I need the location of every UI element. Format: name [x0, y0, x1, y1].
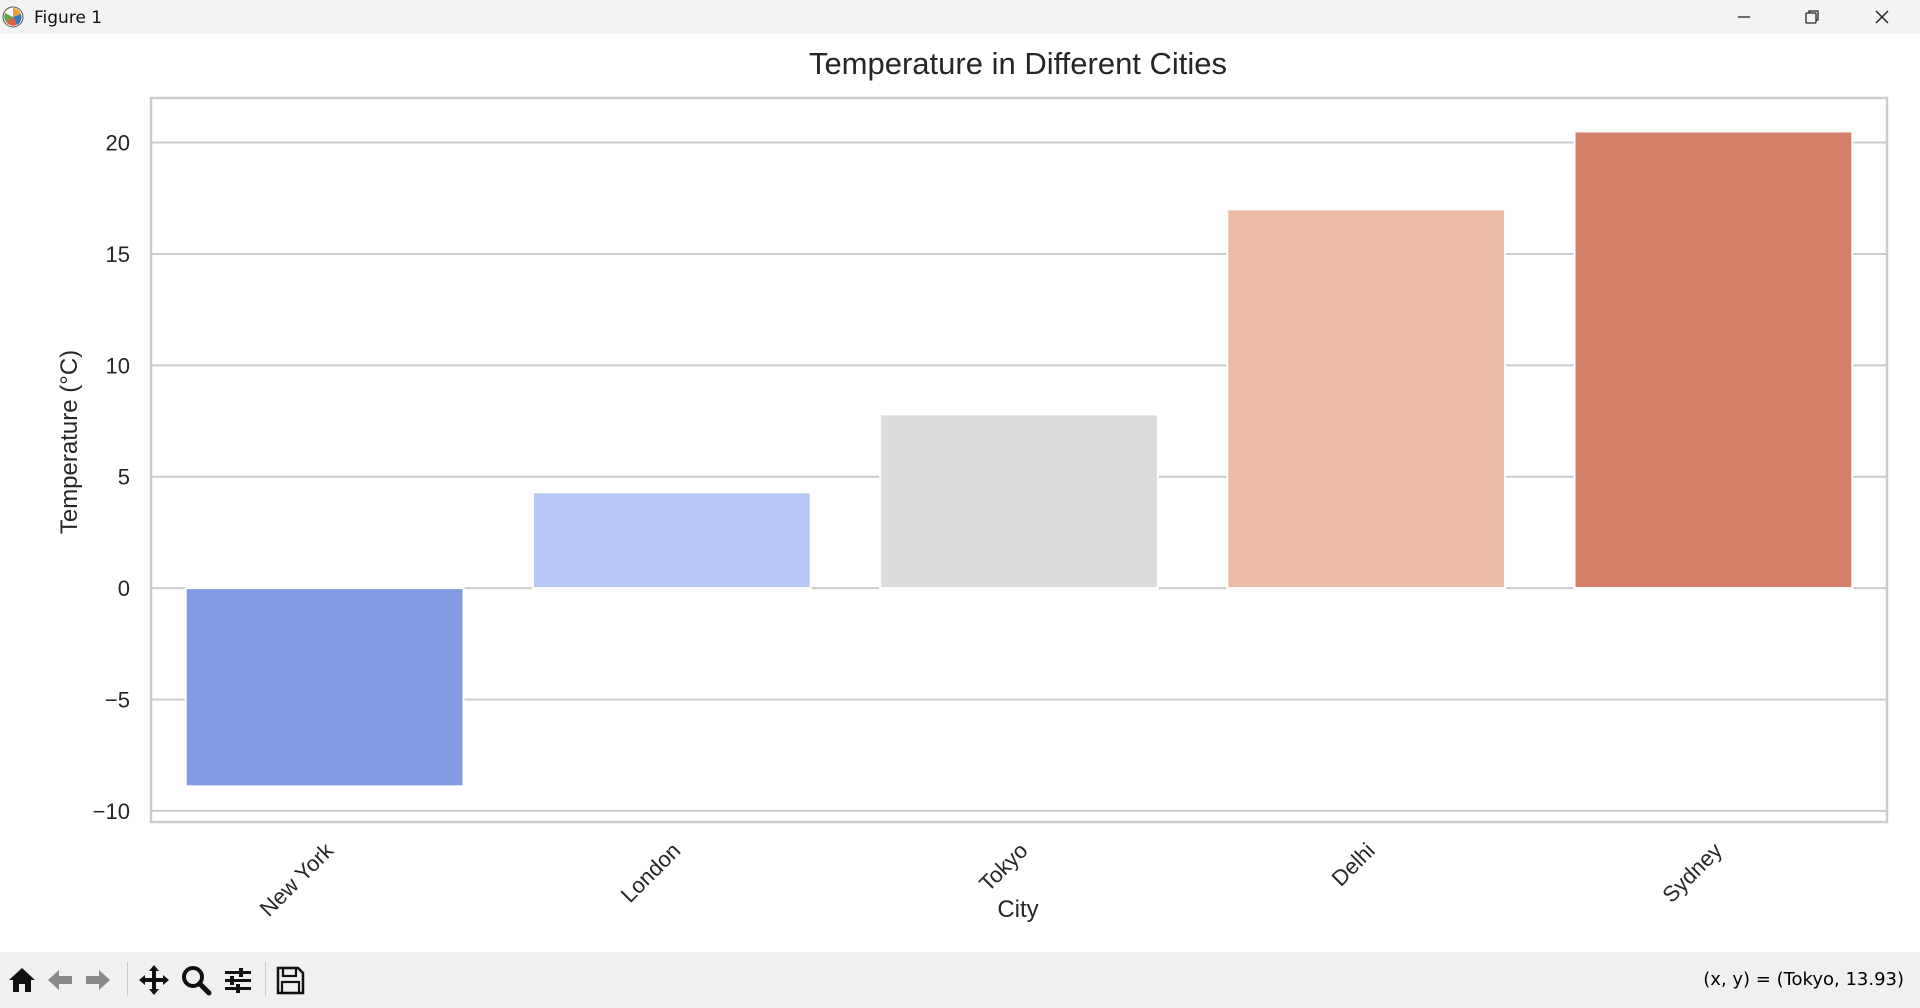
- close-button[interactable]: [1848, 0, 1916, 34]
- y-axis-label: Temperature (°C): [56, 350, 83, 534]
- chart-title: Temperature in Different Cities: [809, 46, 1227, 81]
- y-tick-label: 20: [106, 131, 130, 156]
- y-tick-label: 0: [118, 576, 130, 601]
- forward-button[interactable]: [80, 962, 116, 998]
- forward-arrow-icon: [86, 970, 110, 990]
- zoom-button[interactable]: [178, 962, 214, 998]
- window-title: Figure 1: [34, 8, 103, 28]
- configure-subplots-button[interactable]: [220, 962, 256, 998]
- y-tick-label: −5: [105, 687, 130, 712]
- bar-sydney: [1573, 130, 1854, 590]
- x-tick-label: Tokyo: [974, 838, 1032, 896]
- close-icon: [1875, 10, 1889, 24]
- pan-move-icon: [139, 965, 169, 995]
- y-tick-label: 10: [106, 353, 130, 378]
- x-axis-label: City: [997, 896, 1038, 923]
- x-tick-label: Delhi: [1327, 838, 1380, 891]
- bar-new-york: [184, 587, 465, 788]
- y-tick-label: 15: [106, 242, 130, 267]
- y-tick-labels: −10 −5 0 5 10 15 20: [93, 131, 130, 824]
- figure-canvas[interactable]: Temperature in Different Cities −10 −5 0 5 1…: [0, 34, 1920, 952]
- x-tick-label: Sydney: [1657, 838, 1727, 908]
- bar-chart: Temperature in Different Cities −10 −5 0 5 1…: [56, 46, 1889, 923]
- bars: [184, 130, 1854, 788]
- minimize-button[interactable]: [1710, 0, 1778, 34]
- back-button[interactable]: [42, 962, 78, 998]
- y-tick-label: −10: [93, 799, 130, 824]
- restore-button[interactable]: [1778, 0, 1846, 34]
- window-title-bar: Figure 1: [0, 0, 1920, 34]
- home-icon: [9, 968, 35, 992]
- x-tick-label: New York: [255, 837, 339, 921]
- navigation-toolbar: (x, y) = (Tokyo, 13.93): [0, 952, 1920, 1008]
- y-tick-label: 5: [118, 465, 130, 490]
- toolbar-separator: [127, 962, 128, 996]
- bar-london: [531, 491, 812, 590]
- x-tick-label: London: [616, 838, 686, 908]
- minimize-icon: [1738, 16, 1750, 18]
- cursor-coordinates: (x, y) = (Tokyo, 13.93): [1703, 969, 1904, 990]
- save-button[interactable]: [272, 962, 308, 998]
- matplotlib-logo-icon: [2, 6, 24, 28]
- toolbar-separator: [265, 962, 266, 996]
- bar-tokyo: [879, 413, 1159, 590]
- bar-delhi: [1226, 208, 1507, 590]
- configure-subplots-icon: [225, 968, 251, 993]
- x-tick-labels: New York London Tokyo Delhi Sydney: [255, 837, 1727, 921]
- back-arrow-icon: [48, 970, 72, 990]
- save-disk-icon: [276, 966, 305, 995]
- home-button[interactable]: [4, 962, 40, 998]
- pan-button[interactable]: [136, 962, 172, 998]
- zoom-magnifier-icon: [182, 966, 212, 996]
- restore-icon: [1805, 10, 1819, 24]
